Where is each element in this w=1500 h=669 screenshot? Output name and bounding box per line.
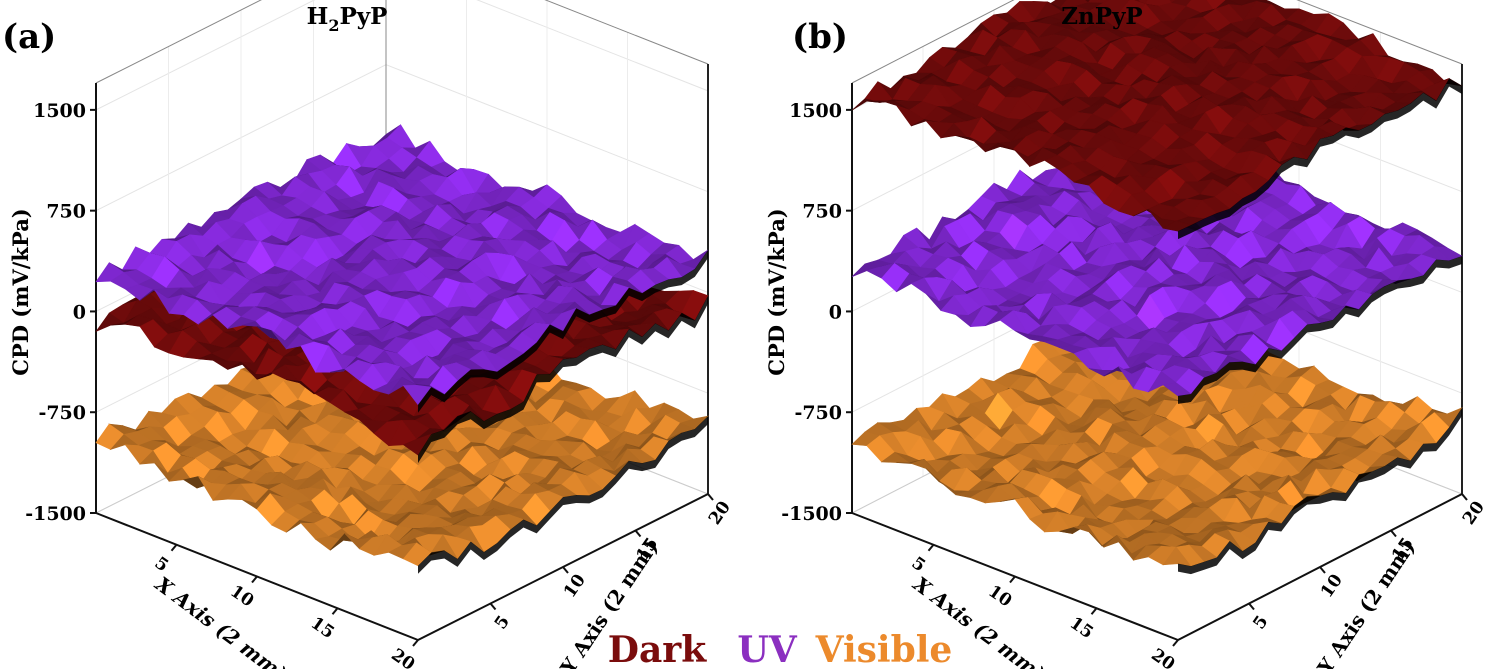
- y-tick: [1390, 529, 1397, 538]
- y-tick-label: 10: [560, 571, 590, 602]
- panel-b-letter: (b): [792, 17, 848, 57]
- z-tick-label: 750: [46, 201, 86, 223]
- y-tick: [489, 602, 497, 611]
- surface-shadow: [418, 416, 708, 574]
- surface-dark: [851, 0, 1463, 240]
- panel-a: -1500 -750 0 750 1500 CPD (mV/kPa) 5 10 15 20 X Ax…: [8, 0, 735, 669]
- y-tick: [707, 493, 714, 501]
- z-tick-label: 750: [802, 201, 842, 223]
- x-tick-label: 10: [984, 581, 1015, 611]
- panel-a-title: H2PyP: [307, 3, 388, 35]
- surface-shadow: [1178, 256, 1462, 404]
- y-tick-label: 20: [705, 498, 735, 529]
- legend-dark: Dark: [608, 629, 708, 669]
- y-tick: [1319, 566, 1326, 574]
- box-edge: [851, 0, 1015, 84]
- z-tick-label: 1500: [33, 100, 86, 122]
- gridline: [95, 0, 709, 111]
- surface-uv: [851, 113, 1463, 404]
- z-tick-label: 0: [73, 301, 86, 323]
- y-tick: [1248, 602, 1255, 611]
- box-edge: [95, 0, 262, 84]
- panel-b-title: ZnPyP: [1061, 3, 1142, 30]
- box-edge: [544, 0, 709, 65]
- legend: Dark UV Visible: [608, 629, 953, 669]
- x-tick: [412, 639, 419, 647]
- x-tick-label: 5: [151, 553, 172, 576]
- y-tick-label: 10: [1317, 571, 1347, 602]
- x-tick-label: 15: [307, 613, 338, 643]
- y-axis-label: Y Axis (2 mm): [1312, 535, 1420, 669]
- z-tick-label: -1500: [781, 503, 842, 525]
- x-tick: [1172, 639, 1179, 647]
- x-tick-label: 10: [226, 581, 257, 611]
- surface-shadow: [1178, 78, 1462, 240]
- x-tick-label: 20: [387, 645, 418, 669]
- x-tick: [170, 544, 178, 552]
- surface-shadow: [418, 249, 708, 413]
- y-tick-label: 20: [1459, 498, 1489, 529]
- box-edge: [1296, 0, 1463, 65]
- surface-uv: [95, 124, 709, 413]
- z-tick-label: 0: [829, 301, 842, 323]
- z-ticks: -1500 -750 0 750 1500: [25, 100, 96, 525]
- z-tick-label: -1500: [25, 503, 86, 525]
- x-tick: [1090, 607, 1098, 615]
- z-tick-label: 1500: [789, 100, 842, 122]
- panel-a-letter: (a): [2, 17, 56, 57]
- y-tick-label: 5: [1249, 612, 1272, 633]
- z-tick-label: -750: [38, 402, 86, 424]
- z-axis-label: CPD (mV/kPa): [764, 208, 789, 375]
- x-tick: [1009, 575, 1016, 584]
- z-tick-label: -750: [794, 402, 842, 424]
- surface-cell: [1084, 0, 1091, 4]
- x-tick-label: 15: [1066, 613, 1097, 643]
- y-tick: [1461, 493, 1468, 501]
- surface-cell: [1168, 0, 1177, 4]
- legend-uv: UV: [737, 629, 797, 669]
- x-tick: [927, 544, 935, 552]
- z-ticks: -1500 -750 0 750 1500: [781, 100, 852, 525]
- x-axis-label: X Axis (2 mm): [149, 571, 291, 669]
- x-tick-label: 20: [1147, 645, 1178, 669]
- y-tick: [562, 566, 569, 574]
- x-tick: [251, 575, 258, 584]
- x-tick: [331, 607, 339, 615]
- z-axis-label: CPD (mV/kPa): [8, 208, 33, 375]
- surface-shadow: [418, 295, 708, 464]
- legend-visible: Visible: [815, 629, 953, 669]
- y-tick: [634, 529, 642, 538]
- y-tick-label: 5: [491, 612, 514, 633]
